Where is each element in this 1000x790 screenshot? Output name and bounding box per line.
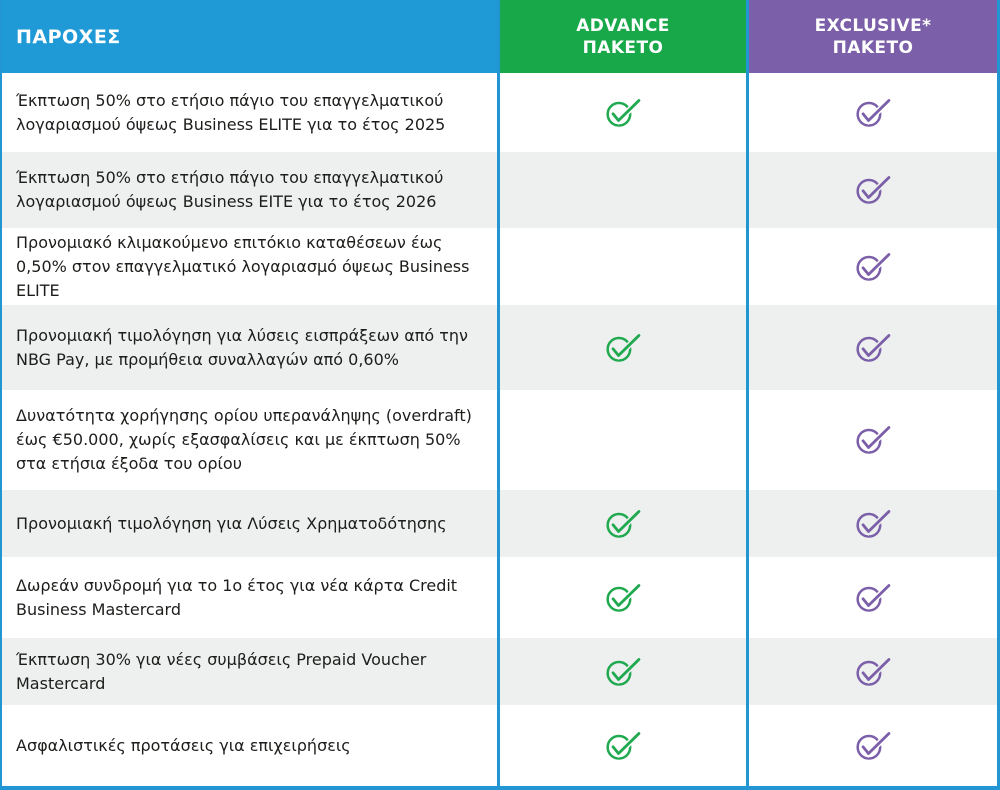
advance-cell xyxy=(497,490,746,557)
exclusive-cell xyxy=(746,638,997,705)
check-circle-icon xyxy=(605,730,642,761)
advance-cell xyxy=(497,305,746,390)
benefit-text: Προνομιακή τιμολόγηση για λύσεις εισπράξ… xyxy=(2,305,497,390)
column-header-benefits: ΠΑΡΟΧΕΣ xyxy=(2,0,497,73)
check-circle-icon xyxy=(605,332,642,363)
exclusive-cell xyxy=(746,557,997,638)
exclusive-header-label: EXCLUSIVE* ΠΑΚΕΤΟ xyxy=(814,15,932,58)
benefit-text: Δωρεάν συνδρομή για το 1ο έτος για νέα κ… xyxy=(16,575,458,619)
benefit-text: Ασφαλιστικές προτάσεις για επιχειρήσεις xyxy=(16,735,351,755)
exclusive-cell xyxy=(746,490,997,557)
advance-cell xyxy=(497,705,746,786)
advance-cell xyxy=(497,152,746,228)
exclusive-cell xyxy=(746,390,997,490)
benefit-text: Προνομιακή τιμολόγηση για Λύσεις Χρηματο… xyxy=(2,490,497,557)
advance-header-label: ADVANCE ΠΑΚΕΤΟ xyxy=(576,15,670,58)
exclusive-cell xyxy=(746,305,997,390)
exclusive-cell xyxy=(746,228,997,305)
check-circle-icon xyxy=(605,656,642,687)
benefit-text: Δυνατότητα χορήγησης ορίου υπερανάληψης … xyxy=(16,406,472,473)
check-circle-icon xyxy=(605,97,642,128)
exclusive-cell xyxy=(746,152,997,228)
benefit-text: Προνομιακό κλιμακούμενο επιτόκιο καταθέσ… xyxy=(16,232,470,300)
benefit-text: Έκπτωση 50% στο ετήσιο πάγιο του επαγγελ… xyxy=(2,152,497,228)
check-circle-icon xyxy=(855,175,892,205)
exclusive-cell xyxy=(746,705,997,786)
check-circle-icon xyxy=(855,508,892,539)
advance-cell xyxy=(497,390,746,490)
advance-cell xyxy=(497,557,746,638)
check-circle-icon xyxy=(855,97,892,128)
benefit-text: Έκπτωση 30% για νέες συμβάσεις Prepaid V… xyxy=(2,638,497,705)
exclusive-cell xyxy=(746,73,997,152)
check-circle-icon xyxy=(855,730,892,761)
advance-cell xyxy=(497,73,746,152)
column-header-exclusive: EXCLUSIVE* ΠΑΚΕΤΟ xyxy=(746,0,997,73)
advance-cell xyxy=(497,228,746,305)
check-circle-icon xyxy=(605,582,642,613)
check-circle-icon xyxy=(855,425,892,455)
check-circle-icon xyxy=(855,251,892,282)
check-circle-icon xyxy=(855,656,892,687)
check-circle-icon xyxy=(605,508,642,539)
check-circle-icon xyxy=(855,582,892,613)
benefit-text: Έκπτωση 50% στο ετήσιο πάγιο του επαγγελ… xyxy=(16,90,446,134)
column-header-advance: ADVANCE ΠΑΚΕΤΟ xyxy=(497,0,746,73)
check-circle-icon xyxy=(855,332,892,363)
advance-cell xyxy=(497,638,746,705)
benefits-header-label: ΠΑΡΟΧΕΣ xyxy=(16,25,121,48)
